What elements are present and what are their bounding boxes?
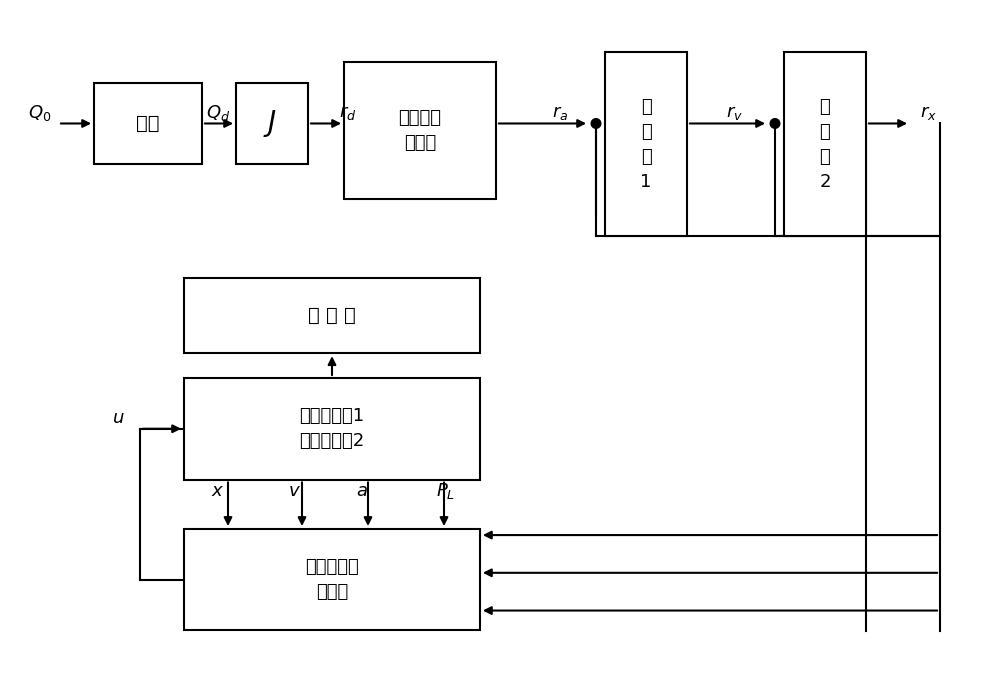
Bar — [784, 52, 866, 236]
Text: $r_x$: $r_x$ — [920, 104, 936, 121]
Text: $a$: $a$ — [356, 482, 368, 500]
Text: $v$: $v$ — [288, 482, 300, 500]
Text: 积
分
器
1: 积 分 器 1 — [640, 97, 652, 191]
Bar — [94, 83, 202, 164]
Text: $x$: $x$ — [211, 482, 225, 500]
Text: 干扰力抑制
控制器: 干扰力抑制 控制器 — [305, 558, 359, 601]
Text: $u$: $u$ — [112, 410, 124, 427]
Bar — [236, 83, 308, 164]
Text: $r_d$: $r_d$ — [339, 104, 357, 121]
Text: 上 平 台: 上 平 台 — [308, 306, 356, 325]
Text: $Q_d$: $Q_d$ — [206, 102, 230, 123]
Circle shape — [591, 119, 601, 128]
Text: $r_a$: $r_a$ — [552, 104, 568, 121]
Text: 参考信号
发生器: 参考信号 发生器 — [398, 109, 442, 152]
Circle shape — [770, 119, 780, 128]
Bar — [184, 278, 480, 353]
Text: 顺馈: 顺馈 — [136, 114, 160, 133]
Text: J: J — [268, 110, 276, 137]
Text: $P_L$: $P_L$ — [436, 481, 456, 501]
Text: $Q_0$: $Q_0$ — [28, 102, 52, 123]
Bar — [344, 62, 496, 199]
Text: 积
分
器
2: 积 分 器 2 — [819, 97, 831, 191]
Bar — [184, 529, 480, 630]
Bar — [184, 378, 480, 480]
Text: $r_v$: $r_v$ — [726, 104, 744, 121]
Text: 阀控缸机构1
阀控缸机构2: 阀控缸机构1 阀控缸机构2 — [299, 407, 365, 450]
Bar — [605, 52, 687, 236]
